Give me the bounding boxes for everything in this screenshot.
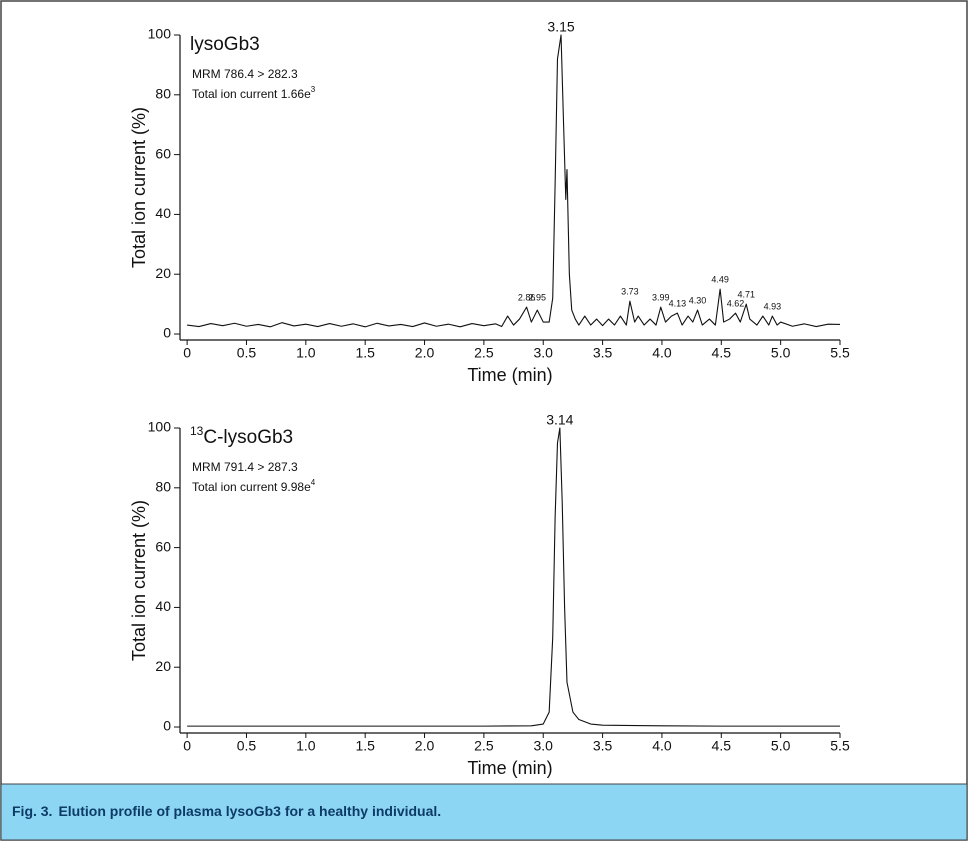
- x-tick-label: 3.5: [593, 738, 613, 754]
- peak-label: 3.99: [652, 292, 670, 302]
- note-text: Total ion current 9.98e: [192, 480, 311, 494]
- y-tick-label: 20: [155, 658, 171, 674]
- x-tick-label: 0.5: [237, 345, 257, 361]
- x-tick-label: 2.5: [474, 738, 494, 754]
- x-tick-label: 4.0: [652, 738, 672, 754]
- subtitle: MRM 786.4 > 282.3: [192, 67, 298, 81]
- x-tick-label: 5.5: [830, 345, 850, 361]
- peak-label: 4.30: [689, 295, 707, 305]
- title-superscript: 13: [190, 424, 204, 438]
- peak-label: 4.93: [764, 301, 782, 311]
- x-axis-label: Time (min): [467, 365, 552, 385]
- y-tick-label: 20: [155, 265, 171, 281]
- y-tick-label: 80: [155, 479, 171, 495]
- y-tick-label: 60: [155, 145, 171, 161]
- note-superscript: 3: [311, 85, 316, 94]
- caption-text: Elution profile of plasma lysoGb3 for a …: [58, 803, 441, 819]
- x-axis-label: Time (min): [467, 758, 552, 778]
- x-tick-label: 3.0: [534, 345, 554, 361]
- subtitle: MRM 791.4 > 287.3: [192, 460, 298, 474]
- trace: [187, 34, 841, 328]
- y-tick-label: 100: [148, 419, 172, 435]
- peak-label: 3.14: [546, 412, 573, 428]
- x-tick-label: 0: [183, 738, 191, 754]
- x-tick-label: 3.5: [593, 345, 613, 361]
- x-tick-label: 1.5: [355, 738, 375, 754]
- note-text: Total ion current 1.66e: [192, 87, 311, 101]
- y-tick-label: 100: [148, 26, 172, 42]
- y-axis-label: Total ion current (%): [129, 107, 149, 268]
- x-tick-label: 1.0: [296, 738, 316, 754]
- chart-title: 13C-lysoGb3: [190, 424, 293, 448]
- caption-box: [0, 783, 968, 841]
- x-tick-label: 2.5: [474, 345, 494, 361]
- caption: Fig. 3. Elution profile of plasma lysoGb3…: [12, 803, 441, 819]
- note: Total ion current 1.66e3: [192, 85, 316, 101]
- peak-label: 4.49: [711, 275, 729, 285]
- y-tick-label: 80: [155, 86, 171, 102]
- y-tick-label: 0: [163, 718, 171, 734]
- peak-label: 4.71: [737, 289, 755, 299]
- peak-label: 4.62: [727, 298, 745, 308]
- x-tick-label: 1.0: [296, 345, 316, 361]
- y-tick-label: 40: [155, 205, 171, 221]
- x-tick-label: 1.5: [355, 345, 375, 361]
- x-tick-label: 0.5: [237, 738, 257, 754]
- peak-label: 4.13: [669, 298, 687, 308]
- x-tick-label: 5.5: [830, 738, 850, 754]
- x-tick-label: 3.0: [534, 738, 554, 754]
- peak-label: 3.15: [547, 19, 574, 35]
- y-tick-label: 0: [163, 325, 171, 341]
- y-axis-label: Total ion current (%): [129, 500, 149, 661]
- x-tick-label: 5.0: [771, 345, 791, 361]
- title-text: C-lysoGb3: [203, 427, 293, 448]
- title-text: lysoGb3: [190, 34, 260, 55]
- x-tick-label: 5.0: [771, 738, 791, 754]
- peak-label: 2.86: [518, 292, 536, 302]
- x-tick-label: 0: [183, 345, 191, 361]
- x-tick-label: 2.0: [415, 345, 435, 361]
- caption-label: Fig. 3.: [12, 803, 52, 819]
- chart-title: lysoGb3: [190, 34, 260, 55]
- x-tick-label: 4.0: [652, 345, 672, 361]
- peak-label: 2.95: [529, 292, 547, 302]
- y-tick-label: 60: [155, 538, 171, 554]
- x-tick-label: 2.0: [415, 738, 435, 754]
- x-tick-label: 4.5: [712, 345, 732, 361]
- trace: [187, 427, 840, 727]
- peak-label: 3.73: [621, 287, 639, 297]
- note: Total ion current 9.98e4: [192, 478, 316, 494]
- note-superscript: 4: [311, 478, 316, 487]
- y-tick-label: 40: [155, 598, 171, 614]
- x-tick-label: 4.5: [712, 738, 732, 754]
